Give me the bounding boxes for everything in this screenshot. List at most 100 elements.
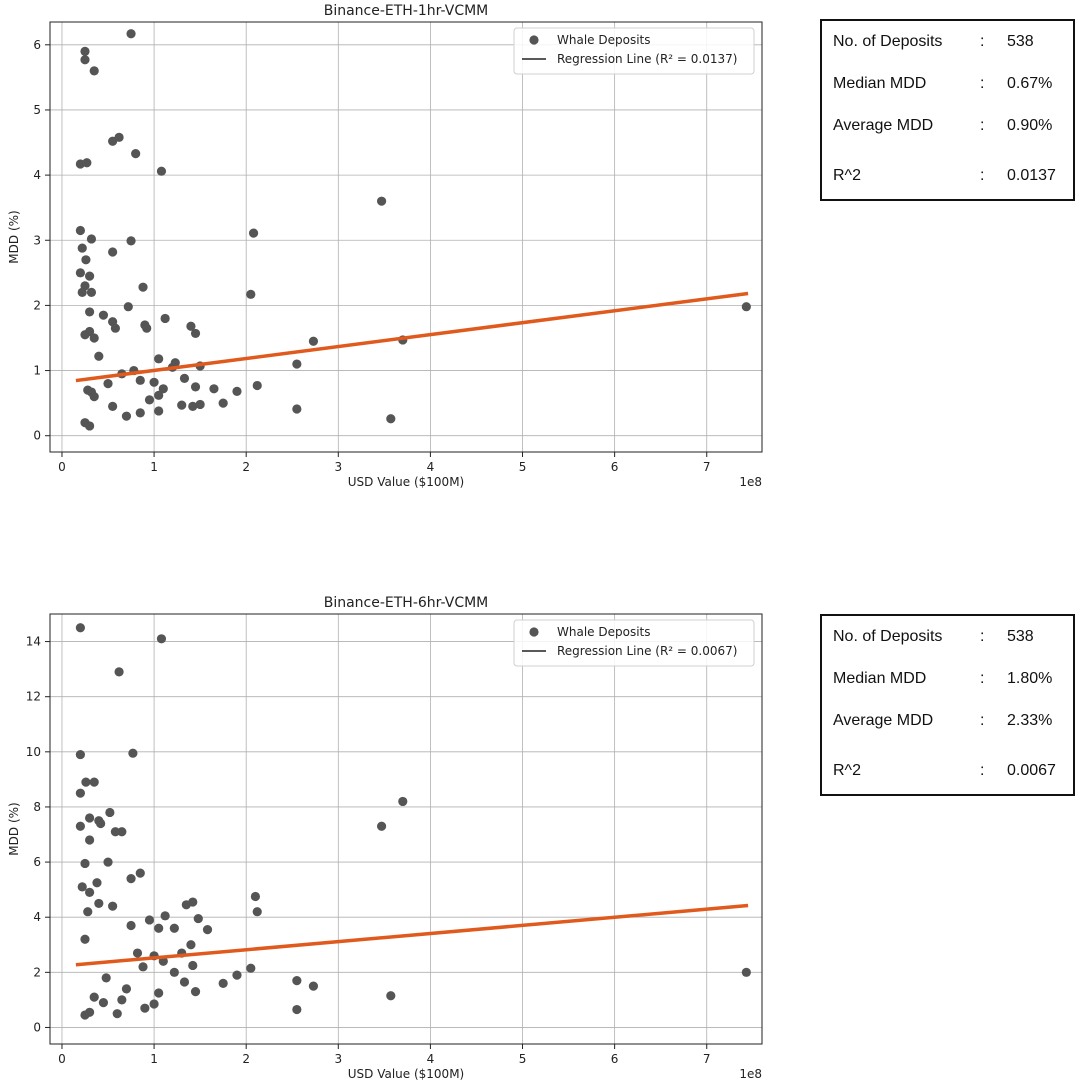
- data-point: [108, 247, 118, 257]
- data-point: [123, 302, 133, 312]
- data-point: [232, 386, 242, 397]
- x-axis-scale-label: 1e8: [739, 1067, 762, 1081]
- data-point: [89, 66, 99, 76]
- legend-box: [513, 27, 755, 75]
- x-tick-label: 1: [150, 1052, 158, 1066]
- y-tick-label: 2: [33, 965, 41, 979]
- data-point: [126, 236, 136, 246]
- stat-value: 0.90%: [1007, 117, 1053, 134]
- stat-row-deposits: No. of Deposits : 538: [822, 616, 1073, 658]
- x-tick-label: 4: [427, 1052, 435, 1066]
- data-point: [209, 384, 219, 394]
- stat-label: Average MDD: [833, 712, 934, 729]
- y-tick-label: 1: [33, 364, 41, 378]
- data-point: [108, 901, 118, 911]
- data-point: [86, 287, 97, 297]
- y-axis-label: MDD (%): [7, 210, 21, 263]
- data-point: [77, 882, 87, 892]
- stat-row-average: Average MDD : 2.33%: [822, 700, 1073, 742]
- stat-label: R^2: [833, 762, 861, 779]
- data-point: [154, 390, 164, 400]
- data-point: [252, 907, 262, 917]
- y-tick-label: 8: [33, 800, 41, 814]
- data-point: [126, 29, 136, 39]
- data-point: [81, 777, 91, 787]
- legend-label-points: Whale Deposits: [557, 33, 650, 47]
- data-point: [94, 898, 104, 909]
- data-point: [117, 827, 127, 837]
- data-point: [149, 377, 159, 387]
- data-point: [138, 282, 148, 292]
- stat-separator: :: [980, 167, 985, 184]
- data-point: [85, 271, 95, 281]
- data-point: [77, 287, 87, 297]
- x-tick-label: 0: [58, 460, 66, 474]
- data-point: [246, 963, 256, 973]
- stat-separator: :: [980, 33, 985, 50]
- data-point: [138, 962, 148, 972]
- data-point: [75, 749, 85, 760]
- data-point: [193, 913, 203, 924]
- x-axis-label: USD Value ($100M): [348, 1067, 464, 1081]
- data-point: [108, 401, 118, 411]
- data-point: [386, 991, 396, 1001]
- data-point: [232, 970, 242, 980]
- data-point: [135, 375, 145, 385]
- data-point: [169, 923, 179, 933]
- data-point: [149, 999, 159, 1009]
- data-point: [86, 234, 97, 244]
- stat-value: 2.33%: [1007, 712, 1053, 729]
- data-point: [75, 225, 85, 236]
- x-tick-label: 6: [611, 460, 619, 474]
- data-point: [308, 981, 319, 991]
- data-point: [179, 373, 190, 383]
- x-tick-label: 5: [519, 1052, 527, 1066]
- stat-row-average: Average MDD : 0.90%: [822, 105, 1073, 147]
- data-point: [80, 934, 90, 944]
- stat-separator: :: [980, 762, 985, 779]
- x-tick-label: 1: [150, 460, 158, 474]
- data-point: [105, 807, 115, 818]
- scatter-chart-6hr: 0 1 2 3 4 5 6 702468101214Binance-ETH-6hr-VCMMU…: [7, 595, 763, 1081]
- data-point: [94, 351, 104, 361]
- stat-value: 538: [1007, 33, 1034, 50]
- x-tick-label: 2: [242, 460, 250, 474]
- data-point: [252, 380, 262, 391]
- y-tick-label: 5: [33, 103, 41, 117]
- stat-row-median: Median MDD : 0.67%: [822, 63, 1073, 105]
- legend-label-line: Regression Line (R² = 0.0137): [557, 52, 737, 66]
- data-point: [156, 634, 167, 644]
- data-point: [156, 166, 167, 176]
- stats-box-6hr: No. of Deposits : 538 Median MDD : 1.80%…: [820, 614, 1075, 796]
- stat-value: 1.80%: [1007, 670, 1053, 687]
- stat-label: No. of Deposits: [833, 628, 943, 645]
- data-point: [202, 925, 213, 935]
- data-point: [190, 328, 201, 339]
- data-point: [741, 302, 751, 312]
- data-point: [85, 813, 95, 823]
- data-point: [89, 992, 99, 1002]
- data-point: [160, 911, 170, 921]
- data-point: [126, 920, 136, 931]
- data-point: [114, 667, 124, 677]
- legend-box: [513, 619, 755, 667]
- data-point: [108, 136, 118, 146]
- y-tick-label: 3: [33, 233, 41, 247]
- legend-marker-points: [529, 627, 539, 637]
- stat-value: 0.67%: [1007, 75, 1053, 92]
- y-tick-label: 12: [26, 690, 41, 704]
- data-point: [154, 988, 164, 998]
- x-tick-label: 6: [611, 1052, 619, 1066]
- stat-row-r2: R^2 : 0.0137: [822, 147, 1073, 199]
- data-point: [741, 967, 751, 977]
- data-point: [179, 977, 190, 987]
- y-tick-label: 4: [33, 168, 41, 182]
- data-point: [98, 310, 109, 320]
- stat-separator: :: [980, 670, 985, 687]
- data-point: [218, 398, 228, 408]
- data-point: [195, 399, 205, 410]
- data-point: [308, 336, 319, 346]
- stat-separator: :: [980, 75, 985, 92]
- stat-row-r2: R^2 : 0.0067: [822, 742, 1073, 794]
- plot-frame: [49, 21, 763, 453]
